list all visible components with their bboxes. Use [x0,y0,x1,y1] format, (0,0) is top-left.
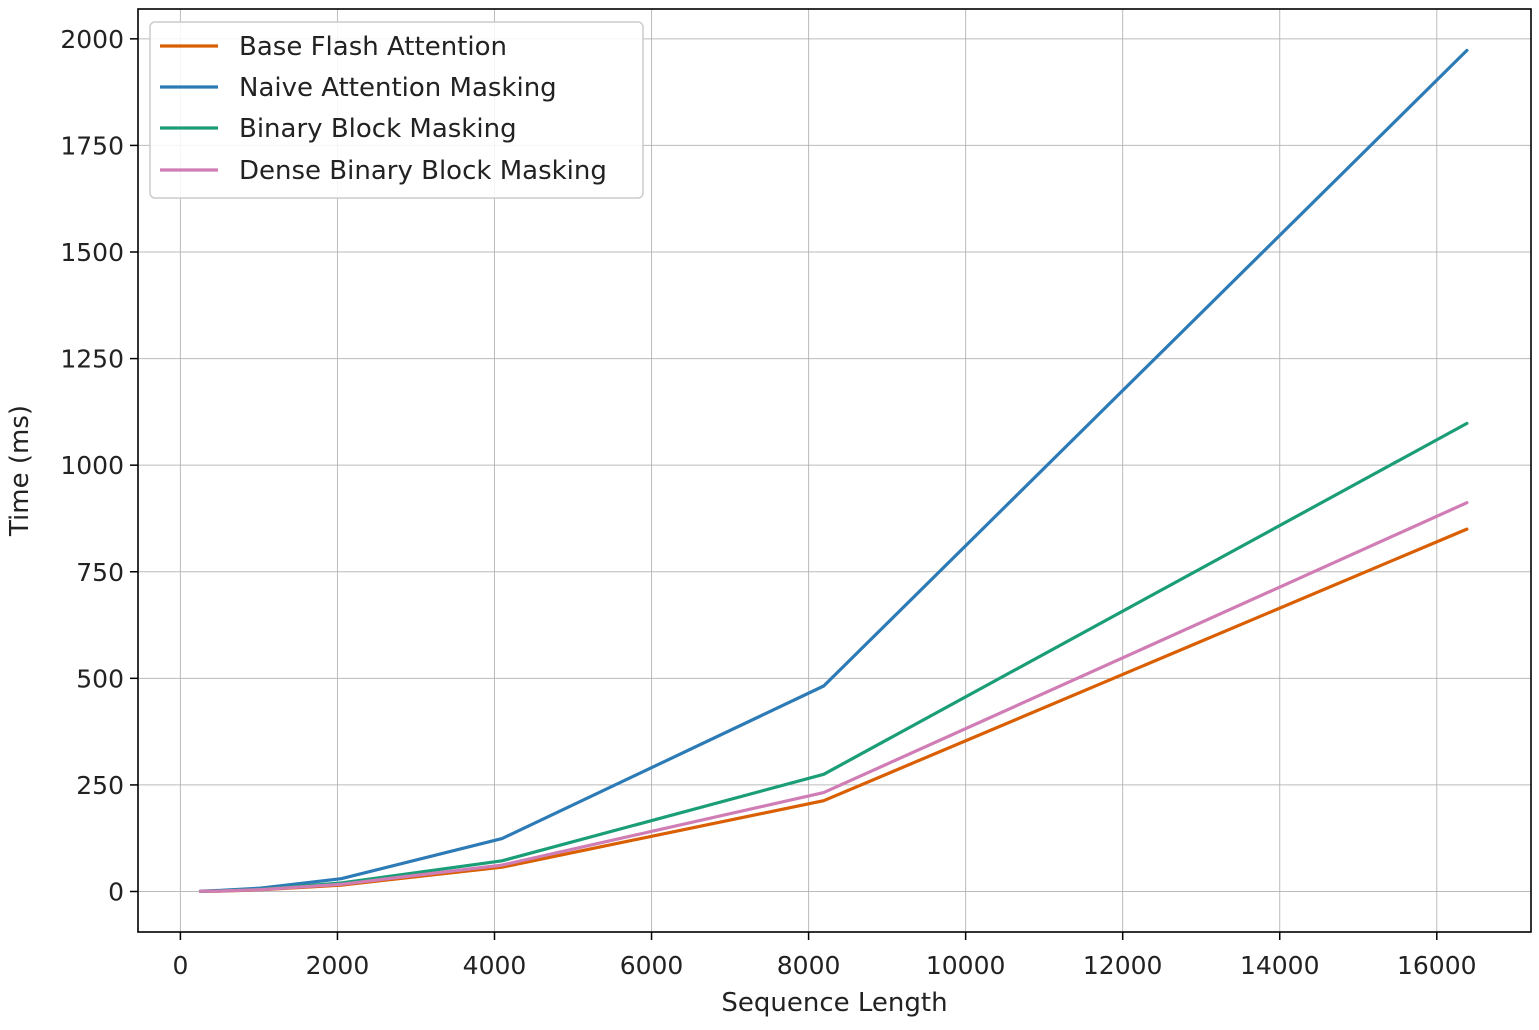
grid [138,9,1531,932]
x-tick-label: 10000 [926,951,1006,980]
y-tick-label: 1500 [60,238,124,267]
x-tick-label: 14000 [1240,951,1320,980]
legend-label: Dense Binary Block Masking [239,156,607,186]
y-tick-label: 750 [76,558,124,587]
y-tick-label: 250 [76,771,124,800]
y-tick-label: 1000 [60,451,124,480]
series-lines [198,48,1469,893]
y-tick-label: 0 [108,877,124,906]
y-tick-label: 1250 [60,345,124,374]
plot-frame [137,8,1532,933]
x-tick-label: 6000 [620,951,684,980]
series-line [198,527,1469,893]
y-axis-title: Time (ms) [5,405,35,537]
legend-label: Binary Block Masking [239,114,517,144]
legend: Base Flash Attention Naive Attention Mask… [149,21,644,199]
x-tick-label: 2000 [306,951,370,980]
axes: 0 2000 4000 6000 8000 10000 12000 14000 16000 0 25… [60,8,1532,980]
legend-label: Naive Attention Masking [239,73,557,103]
y-tick-label: 500 [76,664,124,693]
x-axis-title: Sequence Length [721,988,947,1018]
series-line [198,421,1469,893]
x-tick-label: 16000 [1397,951,1477,980]
y-tick-label: 1750 [60,131,124,160]
x-tick-label: 0 [172,951,188,980]
x-tick-label: 4000 [463,951,527,980]
y-tick-label: 2000 [60,25,124,54]
series-line [198,501,1469,893]
x-tick-label: 12000 [1083,951,1163,980]
x-tick-label: 8000 [777,951,841,980]
legend-box [149,21,644,199]
legend-label: Base Flash Attention [239,32,507,62]
